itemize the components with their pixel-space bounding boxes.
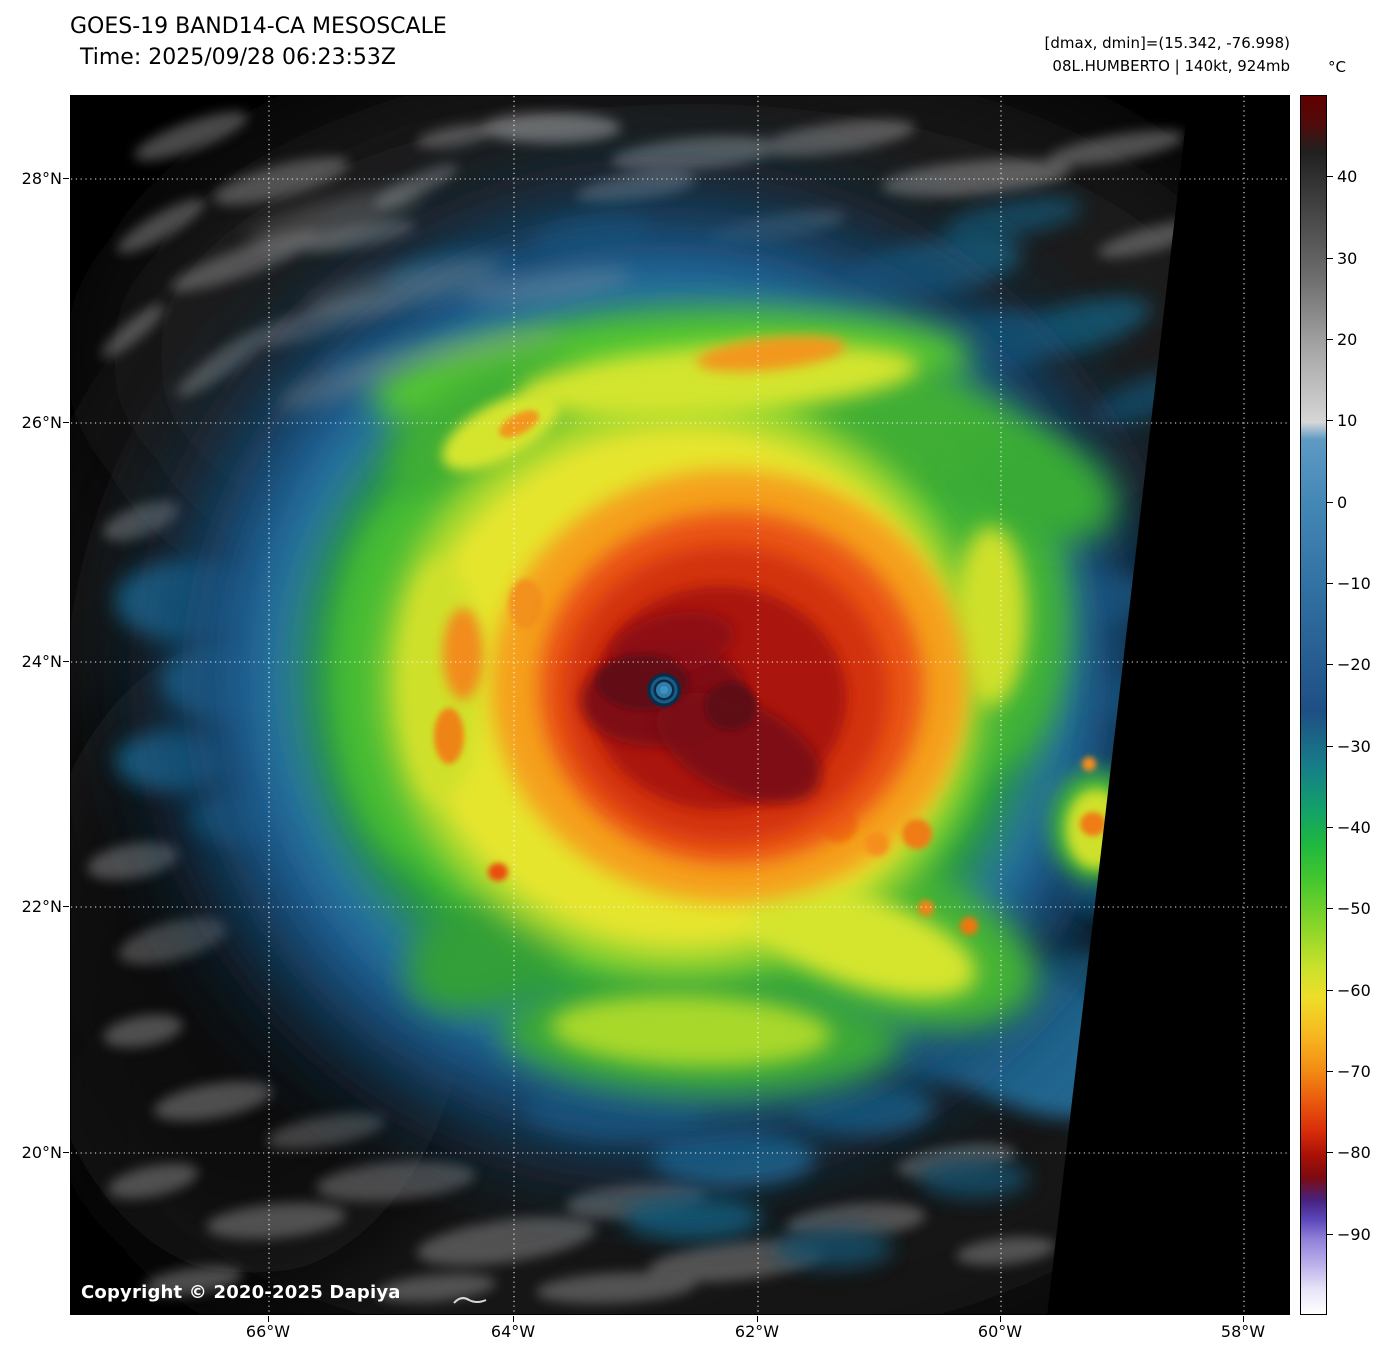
colorbar-tick-mark (1327, 420, 1333, 421)
product-time: Time: 2025/09/28 06:23:53Z (80, 45, 396, 70)
colorbar-tick-mark (1327, 1234, 1333, 1235)
colorbar-tick--90: −90 (1337, 1225, 1371, 1244)
storm-info-readout: 08L.HUMBERTO | 140kt, 924mb (1052, 57, 1290, 75)
axis-tick (513, 1316, 514, 1322)
axis-tick (268, 1316, 269, 1322)
map-plot-area: Copyright © 2020-2025 Dapiya (70, 95, 1290, 1315)
colorbar-tick-mark (1327, 827, 1333, 828)
lat-label-28n: 28°N (21, 169, 62, 188)
island-outline (453, 1297, 487, 1304)
colorbar-tick-10: 10 (1337, 411, 1358, 430)
gray-low-clouds (87, 111, 1215, 1304)
colorbar-tick-mark (1327, 664, 1333, 665)
colorbar-tick-mark (1327, 176, 1333, 177)
axis-tick (63, 661, 69, 662)
colorbar-tick--50: −50 (1337, 899, 1371, 918)
dmax-dmin-readout: [dmax, dmin]=(15.342, -76.998) (1044, 34, 1290, 52)
axis-tick (1243, 1316, 1244, 1322)
colorbar-tick--20: −20 (1337, 655, 1371, 674)
colorbar-tick--70: −70 (1337, 1062, 1371, 1081)
lon-label-62w: 62°W (734, 1322, 780, 1341)
colorbar-tick-mark (1327, 502, 1333, 503)
lon-label-58w: 58°W (1220, 1322, 1266, 1341)
axis-tick (1000, 1316, 1001, 1322)
colorbar-tick-40: 40 (1337, 167, 1358, 186)
hurricane-satellite-image (71, 96, 1289, 1314)
product-title: GOES-19 BAND14-CA MESOSCALE (70, 14, 447, 39)
overlay-gray-clouds (245, 188, 634, 410)
lat-label-26n: 26°N (21, 413, 62, 432)
lon-label-60w: 60°W (977, 1322, 1023, 1341)
storm-eye (647, 673, 681, 707)
colorbar-tick--60: −60 (1337, 981, 1371, 1000)
lat-label-24n: 24°N (21, 652, 62, 671)
lat-label-20n: 20°N (21, 1143, 62, 1162)
colorbar-tick--30: −30 (1337, 737, 1371, 756)
colorbar-tick-mark (1327, 1152, 1333, 1153)
lon-label-66w: 66°W (245, 1322, 291, 1341)
scan-edge-black-region (1047, 96, 1289, 1314)
colorbar-tick-mark (1327, 1071, 1333, 1072)
gridlines (71, 96, 1289, 1314)
axis-tick (63, 1152, 69, 1153)
copyright-text: Copyright © 2020-2025 Dapiya (81, 1282, 401, 1303)
colorbar-tick-mark (1327, 339, 1333, 340)
colorbar-tick-mark (1327, 258, 1333, 259)
colorbar-tick--80: −80 (1337, 1143, 1371, 1162)
colorbar-tick-30: 30 (1337, 249, 1358, 268)
axis-tick (63, 178, 69, 179)
colorbar-tick-mark (1327, 583, 1333, 584)
axis-tick (63, 422, 69, 423)
lon-label-64w: 64°W (490, 1322, 536, 1341)
colorbar-tick-20: 20 (1337, 330, 1358, 349)
colorbar-tick-mark (1327, 990, 1333, 991)
colorbar-tick-mark (1327, 908, 1333, 909)
axis-tick (63, 906, 69, 907)
colorbar-tick-mark (1327, 746, 1333, 747)
colorbar-unit-label: °C (1328, 58, 1346, 76)
lat-label-22n: 22°N (21, 897, 62, 916)
temperature-colorbar (1300, 95, 1327, 1315)
axis-tick (757, 1316, 758, 1322)
colorbar-tick-0: 0 (1337, 493, 1348, 512)
colorbar-tick--40: −40 (1337, 818, 1371, 837)
header-right: [dmax, dmin]=(15.342, -76.998) 08L.HUMBE… (1045, 32, 1290, 78)
colorbar-tick--10: −10 (1337, 574, 1371, 593)
storm-red-core (539, 512, 923, 864)
